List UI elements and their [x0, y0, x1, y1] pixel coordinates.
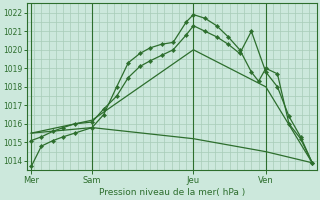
X-axis label: Pression niveau de la mer( hPa ): Pression niveau de la mer( hPa ) — [99, 188, 245, 197]
